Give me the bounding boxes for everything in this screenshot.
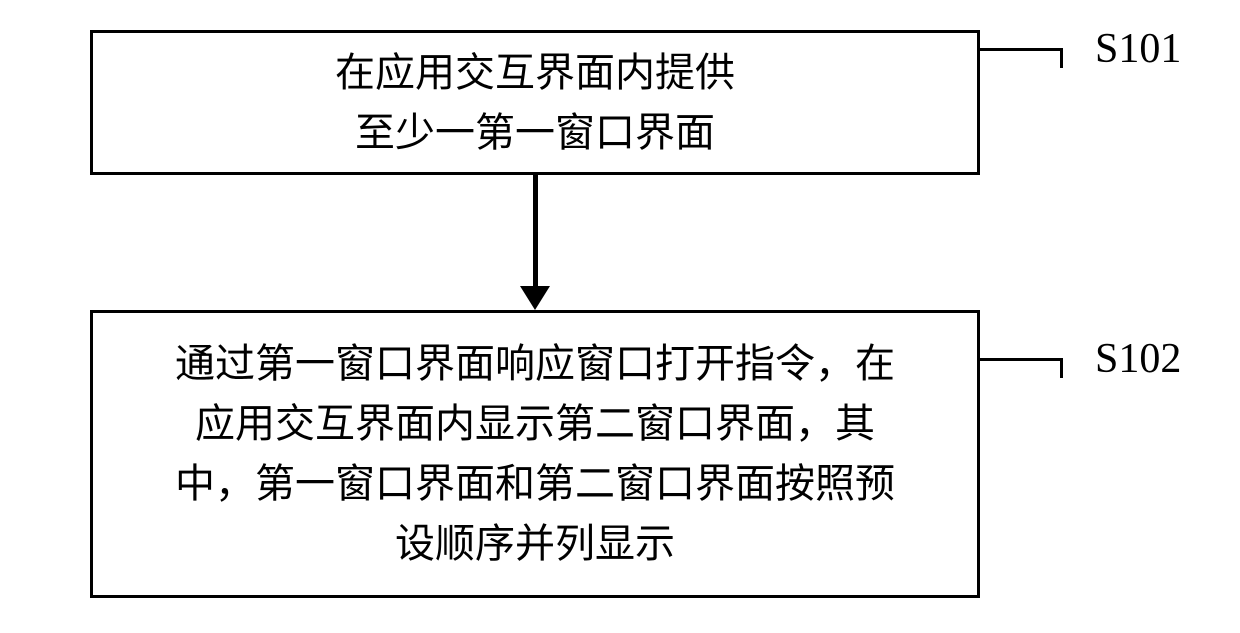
node-step2-text: 通过第一窗口界面响应窗口打开指令，在 应用交互界面内显示第二窗口界面，其 中，第… (175, 334, 895, 574)
step-label-s102: S102 (1095, 335, 1181, 383)
connector-step2-h (980, 358, 1060, 361)
connector-step2-v (1060, 358, 1063, 378)
flowchart-canvas: 在应用交互界面内提供 至少一第一窗口界面 S101 通过第一窗口界面响应窗口打开… (0, 0, 1240, 633)
connector-step1-h (980, 48, 1060, 51)
connector-step1-v (1060, 48, 1063, 68)
flowchart-node-step1: 在应用交互界面内提供 至少一第一窗口界面 (90, 30, 980, 175)
flowchart-edge-1 (533, 175, 538, 288)
step-label-s101: S101 (1095, 25, 1181, 73)
flowchart-node-step2: 通过第一窗口界面响应窗口打开指令，在 应用交互界面内显示第二窗口界面，其 中，第… (90, 310, 980, 598)
flowchart-arrowhead-1 (520, 286, 550, 310)
node-step1-text: 在应用交互界面内提供 至少一第一窗口界面 (335, 43, 735, 163)
